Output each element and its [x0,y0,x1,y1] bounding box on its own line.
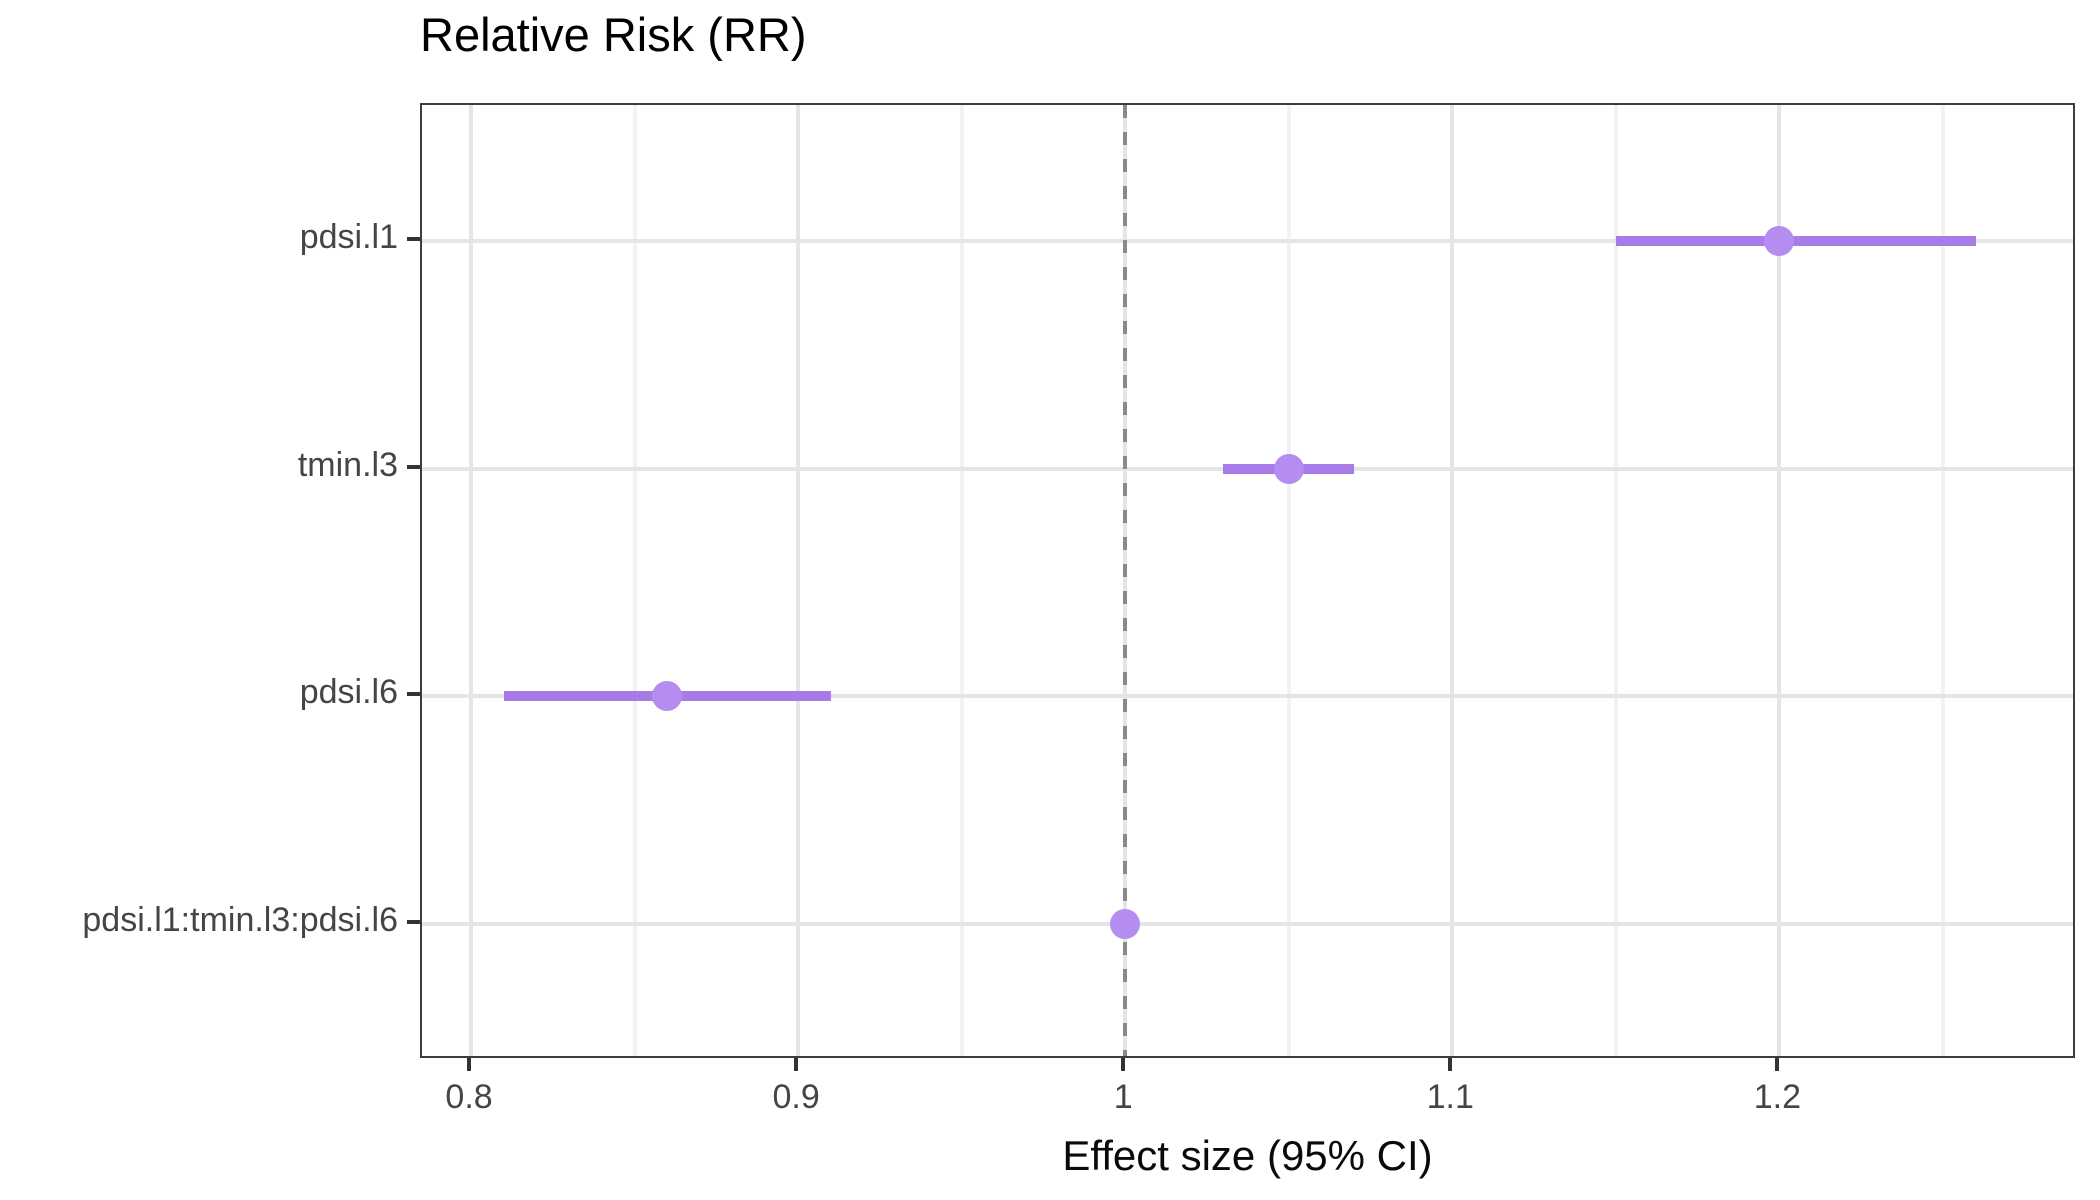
gridline-minor [1613,105,1618,1056]
x-tick-mark [794,1058,799,1071]
gridline-major [469,105,474,1056]
point-estimate [1764,226,1795,257]
gridline-minor [1940,105,1945,1056]
gridline-minor [959,105,964,1056]
x-tick-label: 1.1 [1426,1078,1474,1116]
point-estimate [652,681,683,712]
y-axis-label: pdsi.l1 [299,218,398,257]
x-tick-label: 0.9 [772,1078,820,1116]
y-tick-mark [407,464,420,469]
gridline-major [1777,105,1782,1056]
gridline-row [422,694,2073,699]
x-tick-mark [1775,1058,1780,1071]
point-estimate [1110,908,1141,939]
gridline-row [422,239,2073,244]
y-axis-label: pdsi.l6 [299,673,398,712]
x-tick-label: 1.2 [1753,1078,1801,1116]
y-axis-label: tmin.l3 [297,445,398,484]
gridline-minor [1286,105,1291,1056]
y-axis-label: pdsi.l1:tmin.l3:pdsi.l6 [82,900,398,939]
point-estimate [1273,453,1304,484]
gridline-major [1450,105,1455,1056]
y-tick-mark [407,692,420,697]
gridline-minor [632,105,637,1056]
x-axis-title: Effect size (95% CI) [1062,1132,1433,1179]
gridline-row [422,921,2073,926]
x-tick-label: 1 [1113,1078,1133,1116]
x-tick-mark [467,1058,472,1071]
reference-line [1123,105,1128,1056]
y-tick-mark [407,919,420,924]
ci-line [1615,236,1976,247]
x-tick-mark [1448,1058,1453,1071]
x-tick-mark [1121,1058,1126,1071]
plot-panel [420,103,2075,1058]
plot-title: Relative Risk (RR) [420,8,807,61]
x-tick-label: 0.8 [445,1078,493,1116]
gridline-major [796,105,801,1056]
y-tick-mark [407,237,420,242]
